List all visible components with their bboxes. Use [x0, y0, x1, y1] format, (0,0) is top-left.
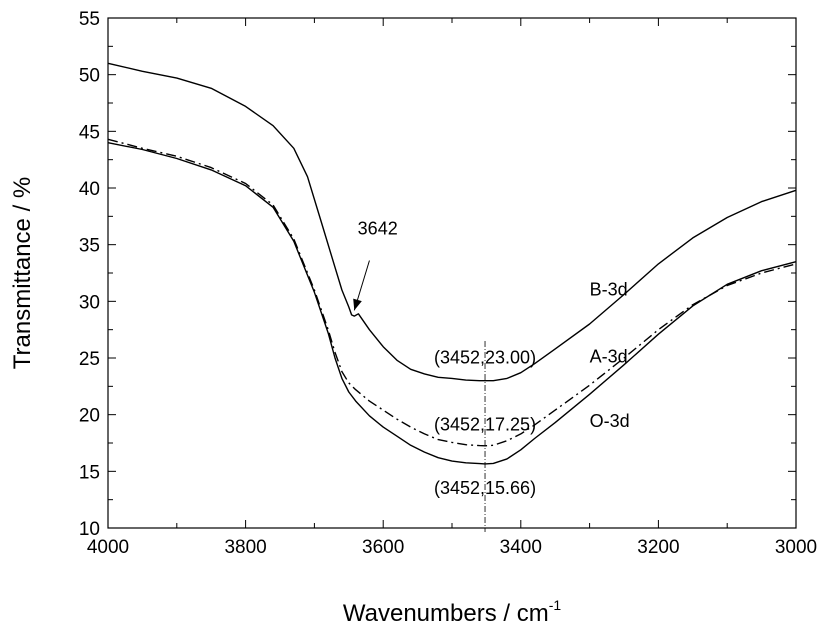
series-line-b-3d [107, 62, 797, 382]
x-tick-label: 3600 [362, 537, 404, 558]
arrow-label: 3642 [358, 218, 398, 238]
x-tick-label: 3400 [500, 537, 542, 558]
y-tick-label: 25 [79, 349, 100, 370]
x-axis-title-main: Wavenumbers / cm [343, 600, 549, 627]
series-line-a-3d [107, 138, 797, 447]
y-tick-label: 35 [79, 236, 100, 257]
arrow-head [353, 298, 362, 311]
series-label-b-3d: B-3d [590, 280, 628, 300]
x-tick-label: 3200 [637, 537, 679, 558]
series-label-o-3d: O-3d [590, 411, 630, 431]
peak-label-o: (3452,15.66) [434, 478, 536, 498]
plot-frame [107, 17, 797, 529]
y-axis-title: Transmittance / % [9, 177, 36, 370]
x-axis-title-superscript: -1 [549, 597, 562, 613]
x-tick-label: 3800 [224, 537, 266, 558]
y-tick-label: 40 [79, 179, 100, 200]
series-label-a-3d: A-3d [590, 347, 628, 367]
x-tick-label: 3000 [775, 537, 817, 558]
peak-label-a: (3452,17.25) [434, 415, 536, 435]
y-tick-label: 30 [79, 292, 100, 313]
peak-label-b: (3452,23.00) [434, 348, 536, 368]
y-tick-label: 55 [79, 9, 100, 30]
series-line-o-3d [107, 142, 797, 465]
y-tick-label: 50 [79, 66, 100, 87]
x-tick-label: 4000 [87, 537, 129, 558]
y-tick-label: 45 [79, 122, 100, 143]
x-axis-title: Wavenumbers / cm-1 [343, 597, 561, 627]
y-tick-label: 10 [79, 519, 100, 540]
y-tick-label: 20 [79, 406, 100, 427]
y-tick-label: 15 [79, 462, 100, 483]
